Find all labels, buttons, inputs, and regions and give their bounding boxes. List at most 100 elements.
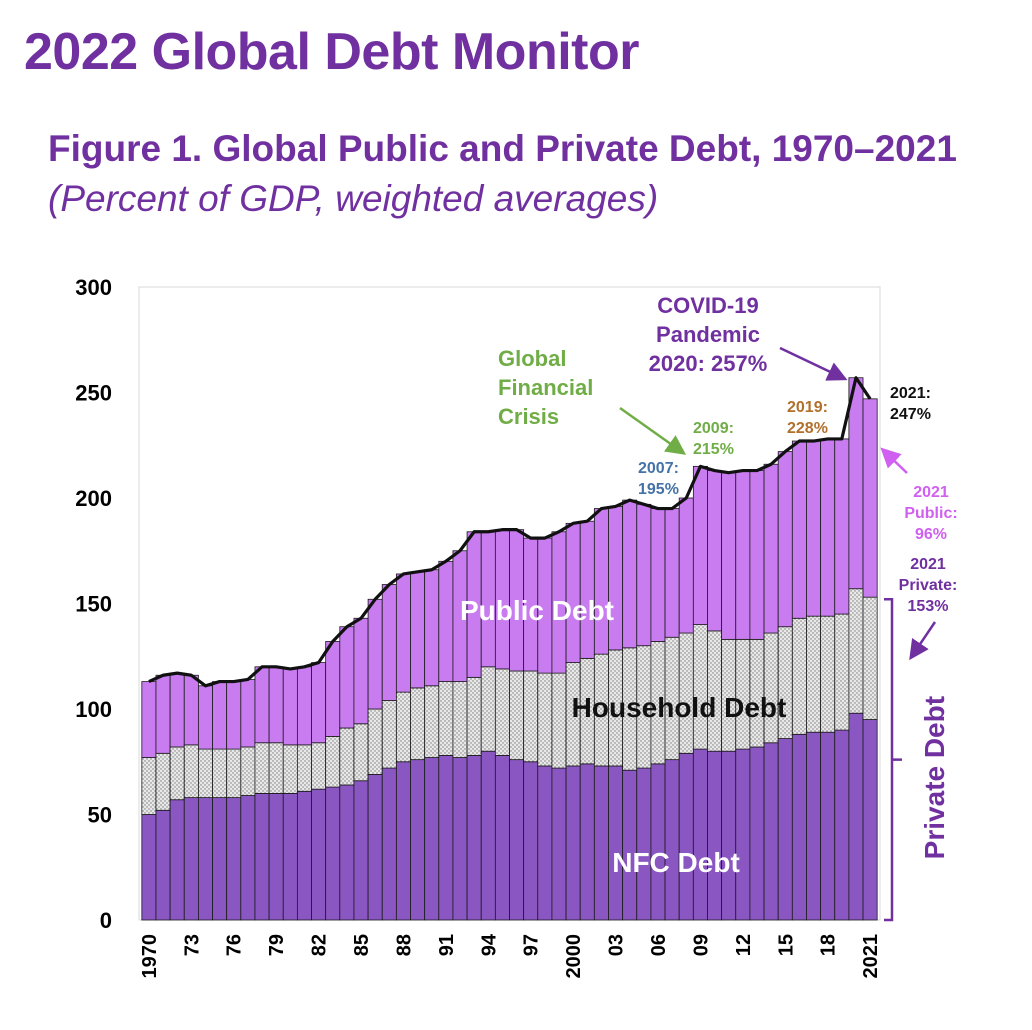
- household-bar-segment: [311, 742, 327, 790]
- public-bar-segment: [735, 470, 751, 640]
- household-bar-segment: [494, 668, 510, 756]
- household-bar-segment: [240, 746, 256, 796]
- public-bar-segment: [664, 508, 680, 638]
- nfc-bar-segment: [791, 733, 807, 921]
- household-bar-segment: [410, 687, 426, 761]
- public-bar-segment: [707, 470, 723, 632]
- x-tick-label: 15: [775, 934, 797, 956]
- household-bar-segment: [537, 672, 553, 767]
- annotation-2009: 2009:: [693, 420, 734, 437]
- household-bar-segment: [452, 681, 468, 758]
- household-bar-segment: [197, 748, 213, 799]
- private-arrow: [909, 621, 937, 661]
- private-debt-label: Private Debt: [919, 696, 950, 859]
- public-bar-segment: [226, 681, 242, 750]
- total-debt-line: [148, 376, 872, 688]
- x-tick-label: 79: [266, 934, 288, 956]
- household-bar-segment: [791, 617, 807, 735]
- public-bar-segment: [410, 571, 426, 689]
- annotation-2021-total: 247%: [890, 406, 931, 423]
- nfc-bar-segment: [381, 767, 397, 921]
- household-bar-segment: [438, 681, 454, 756]
- nfc-bar-segment: [410, 759, 426, 921]
- stacked-bars: [141, 377, 878, 921]
- nfc-bar-segment: [197, 797, 213, 921]
- household-bar-segment: [155, 752, 171, 811]
- nfc-bar-segment: [763, 742, 779, 921]
- nfc-bar-segment: [155, 809, 171, 921]
- x-tick-label: 91: [436, 934, 458, 956]
- nfc-bar-segment: [282, 793, 298, 921]
- nfc-bar-segment: [523, 761, 539, 921]
- nfc-bar-segment: [268, 793, 284, 921]
- y-axis-ticks: 0 50 100 150 200 250 300: [75, 275, 112, 933]
- public-bar-segment: [763, 463, 779, 634]
- nfc-bar-segment: [622, 769, 638, 921]
- public-bar-segment: [169, 672, 185, 748]
- nfc-bar-segment: [311, 788, 327, 921]
- public-bar-segment: [749, 470, 765, 640]
- public-bar-segment: [424, 569, 440, 687]
- public-arrow: [880, 447, 908, 474]
- covid-annotation: 2020: 257%: [649, 351, 768, 376]
- total-line-group: [148, 376, 872, 688]
- nfc-bar-segment: [777, 738, 793, 921]
- nfc-bar-segment: [608, 765, 624, 921]
- public-bar-segment: [650, 508, 666, 642]
- household-bar-segment: [692, 624, 708, 750]
- public-bar-segment: [395, 573, 411, 693]
- nfc-bar-segment: [565, 765, 581, 921]
- y-tick-label: 200: [75, 486, 112, 511]
- nfc-bar-segment: [226, 797, 242, 921]
- nfc-bar-segment: [650, 763, 666, 921]
- nfc-bar-segment: [254, 793, 270, 921]
- segment-labels: Public Debt Household Debt NFC Debt: [460, 595, 786, 878]
- nfc-bar-segment: [806, 731, 822, 921]
- public-bar-segment: [268, 666, 284, 744]
- annotation-2021-private: Private:: [899, 577, 958, 594]
- public-bar-segment: [141, 681, 157, 758]
- covid-arrow: [779, 346, 848, 381]
- household-bar-segment: [254, 742, 270, 794]
- nfc-bar-segment: [862, 719, 878, 921]
- nfc-bar-segment: [848, 712, 864, 921]
- x-tick-label: 94: [478, 933, 500, 956]
- x-tick-label: 06: [648, 934, 670, 956]
- page-title: 2022 Global Debt Monitor: [24, 23, 639, 81]
- household-bar-segment: [466, 676, 482, 756]
- nfc-bar-segment: [636, 767, 652, 921]
- annotation-2007: 195%: [638, 481, 679, 498]
- public-bar-segment: [622, 499, 638, 649]
- nfc-debt-label: NFC Debt: [612, 847, 740, 878]
- annotation-2007: 2007:: [638, 460, 679, 477]
- x-tick-label: 03: [606, 934, 628, 956]
- nfc-bar-segment: [438, 755, 454, 921]
- household-bar-segment: [820, 615, 836, 733]
- public-bar-segment: [325, 641, 341, 737]
- nfc-bar-segment: [353, 780, 369, 921]
- gfc-arrow: [619, 406, 687, 455]
- public-bar-segment: [353, 617, 369, 725]
- public-bar-segment: [608, 506, 624, 651]
- public-bar-segment: [381, 584, 397, 701]
- nfc-bar-segment: [494, 755, 510, 921]
- public-bar-segment: [678, 497, 694, 634]
- public-bar-segment: [791, 440, 807, 619]
- household-bar-segment: [806, 615, 822, 733]
- public-bar-segment: [777, 451, 793, 628]
- household-bar-segment: [551, 672, 567, 769]
- household-debt-label: Household Debt: [572, 692, 787, 723]
- nfc-bar-segment: [480, 750, 496, 921]
- nfc-bar-segment: [593, 765, 609, 921]
- public-bar-segment: [240, 679, 256, 748]
- household-bar-segment: [268, 742, 284, 794]
- nfc-bar-segment: [212, 797, 228, 921]
- covid-annotation: Pandemic: [656, 322, 760, 347]
- annotations: COVID-19 Pandemic 2020: 257% Global Financia…: [498, 293, 958, 922]
- public-bar-segment: [254, 666, 270, 744]
- annotation-2021-private: 153%: [908, 598, 949, 615]
- public-bar-segment: [806, 440, 822, 617]
- x-tick-label: 73: [181, 934, 203, 956]
- household-bar-segment: [480, 666, 496, 752]
